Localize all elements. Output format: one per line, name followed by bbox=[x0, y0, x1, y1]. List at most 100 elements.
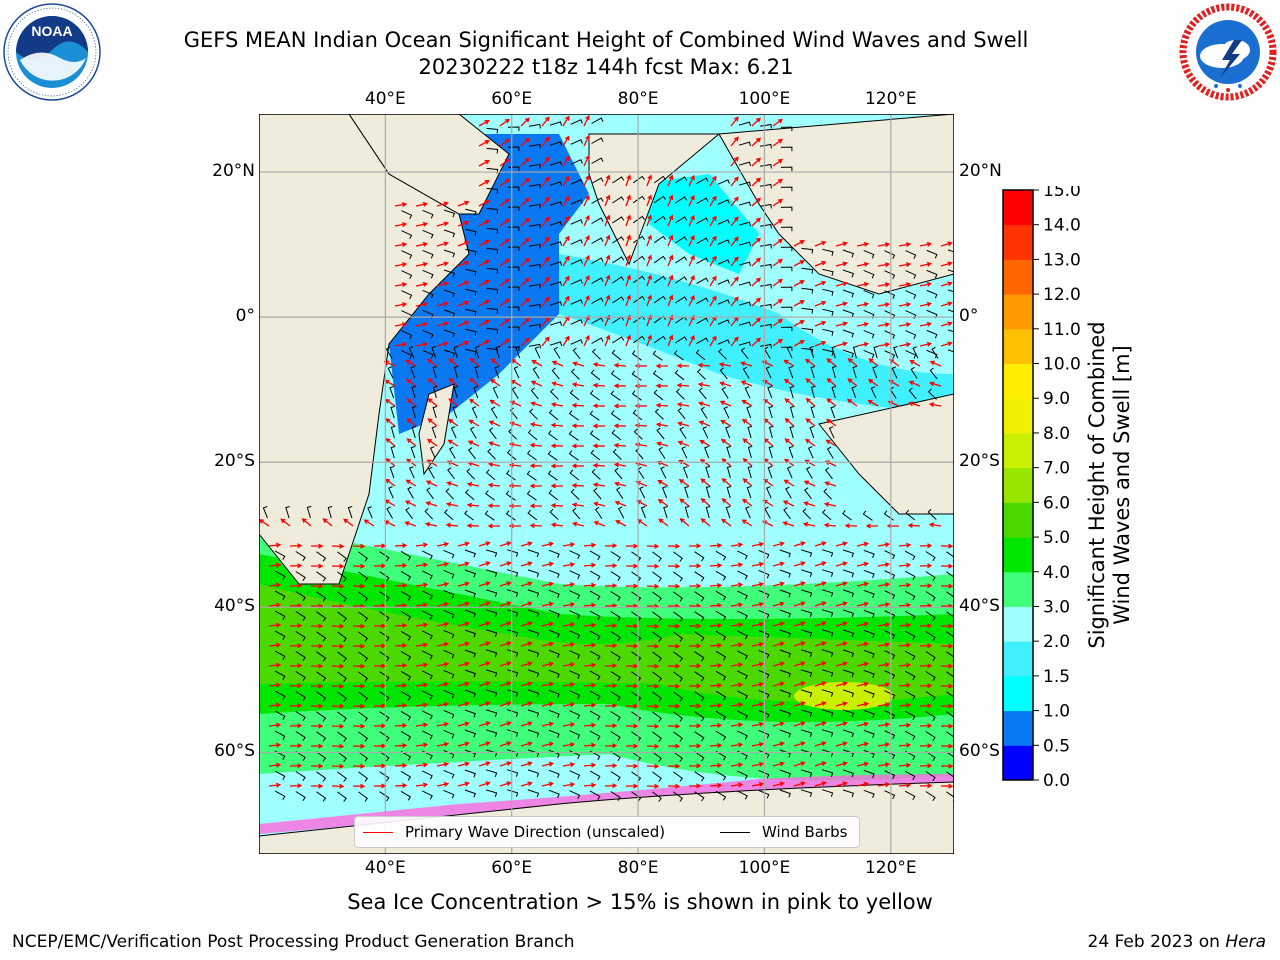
wave-direction-arrow bbox=[394, 282, 408, 288]
wave-direction-arrow bbox=[783, 378, 795, 387]
wave-direction-arrow bbox=[646, 543, 660, 549]
wave-direction-arrow bbox=[678, 479, 690, 487]
wind-barb bbox=[821, 589, 834, 597]
wind-barb bbox=[464, 510, 474, 521]
wind-barb bbox=[842, 629, 855, 638]
wind-barb bbox=[548, 629, 560, 638]
wave-direction-arrow bbox=[406, 398, 417, 407]
wave-direction-arrow bbox=[835, 641, 848, 647]
wave-direction-arrow bbox=[856, 761, 870, 767]
wind-barb bbox=[549, 341, 563, 346]
colorbar-block bbox=[1003, 571, 1033, 607]
wave-direction-arrow bbox=[865, 523, 878, 529]
wave-direction-arrow bbox=[823, 522, 837, 528]
wave-direction-arrow bbox=[499, 238, 510, 247]
wind-barb bbox=[505, 490, 516, 501]
wind-barb bbox=[831, 386, 837, 399]
wave-direction-arrow bbox=[562, 542, 576, 548]
colorbar-title-line2: Wind Waves and Swell [m] bbox=[1110, 345, 1134, 625]
wave-direction-arrow bbox=[478, 200, 490, 207]
wave-direction-arrow bbox=[352, 723, 366, 729]
wind-barb bbox=[695, 349, 706, 361]
wind-barb bbox=[548, 729, 560, 738]
wind-barbs-layer bbox=[262, 117, 954, 802]
wave-direction-arrow bbox=[625, 723, 639, 729]
wind-barb bbox=[379, 671, 390, 682]
wave-direction-arrow bbox=[877, 682, 891, 688]
wind-barb bbox=[904, 690, 916, 701]
wind-barb bbox=[506, 789, 519, 797]
wave-direction-arrow bbox=[940, 341, 953, 347]
wave-direction-arrow bbox=[457, 240, 470, 247]
wave-direction-arrow bbox=[551, 360, 564, 367]
wave-direction-arrow bbox=[520, 137, 530, 147]
wave-direction-arrow bbox=[562, 742, 576, 748]
wind-barb bbox=[726, 465, 732, 479]
wind-barb bbox=[740, 347, 749, 360]
wave-direction-arrow bbox=[844, 523, 858, 529]
wind-barb bbox=[485, 549, 498, 557]
wave-direction-arrow bbox=[352, 623, 366, 629]
wave-direction-arrow bbox=[541, 621, 555, 627]
wind-barb bbox=[274, 650, 286, 661]
wind-barb bbox=[547, 470, 558, 481]
wind-barb bbox=[337, 671, 347, 682]
wave-direction-arrow bbox=[427, 418, 438, 427]
wave-direction-arrow bbox=[592, 423, 605, 429]
wind-barb bbox=[358, 551, 369, 562]
wind-barb bbox=[925, 751, 936, 762]
wave-direction-arrow bbox=[604, 783, 618, 789]
wind-barb bbox=[424, 508, 434, 520]
wind-barb bbox=[407, 486, 414, 499]
wind-barb bbox=[443, 709, 455, 719]
wind-barb bbox=[443, 689, 455, 699]
wind-barb bbox=[379, 591, 390, 602]
wave-direction-arrow bbox=[793, 741, 806, 747]
wave-direction-arrow bbox=[826, 378, 837, 387]
wave-direction-arrow bbox=[826, 418, 837, 427]
wind-barb bbox=[905, 350, 917, 359]
wind-barb bbox=[548, 489, 559, 501]
wave-direction-arrow bbox=[541, 661, 555, 667]
wave-direction-arrow bbox=[814, 641, 827, 647]
wave-direction-arrow bbox=[919, 683, 933, 689]
wind-barb bbox=[652, 711, 662, 722]
wind-barb bbox=[758, 649, 770, 659]
wave-direction-arrow bbox=[583, 254, 590, 267]
wave-direction-arrow bbox=[751, 277, 762, 287]
wind-barb bbox=[591, 177, 604, 184]
wave-direction-arrow bbox=[478, 120, 490, 127]
wave-direction-arrow bbox=[772, 318, 783, 327]
wind-barb bbox=[422, 289, 434, 299]
wind-barb bbox=[422, 690, 433, 700]
colorbar-block bbox=[1003, 190, 1033, 226]
wind-barb bbox=[400, 790, 412, 801]
wave-direction-arrow bbox=[709, 563, 723, 568]
wave-direction-arrow bbox=[730, 136, 739, 147]
wind-barb bbox=[673, 791, 684, 802]
wave-direction-arrow bbox=[394, 302, 408, 308]
wave-direction-arrow bbox=[310, 563, 324, 569]
wind-barb bbox=[905, 290, 917, 299]
wind-barb bbox=[884, 250, 896, 260]
wave-direction-arrow bbox=[520, 721, 533, 727]
wind-barb bbox=[631, 591, 642, 602]
wave-direction-arrow bbox=[604, 663, 618, 669]
wind-barb bbox=[616, 486, 624, 499]
wind-barb bbox=[367, 506, 373, 519]
wave-direction-arrow bbox=[709, 295, 717, 307]
wind-barb bbox=[400, 570, 412, 581]
wind-barb bbox=[780, 186, 793, 192]
wave-direction-arrow bbox=[394, 543, 408, 548]
wave-direction-arrow bbox=[940, 301, 953, 307]
wave-direction-arrow bbox=[814, 541, 827, 547]
wave-direction-arrow bbox=[793, 721, 806, 727]
wave-direction-arrow bbox=[571, 443, 584, 449]
wave-direction-arrow bbox=[478, 240, 490, 247]
wind-barb bbox=[618, 506, 625, 519]
wave-direction-arrow bbox=[415, 301, 429, 307]
wind-barb bbox=[766, 486, 772, 499]
wind-barb bbox=[842, 769, 855, 778]
wind-barb bbox=[443, 609, 455, 619]
wave-direction-arrow bbox=[709, 543, 723, 548]
